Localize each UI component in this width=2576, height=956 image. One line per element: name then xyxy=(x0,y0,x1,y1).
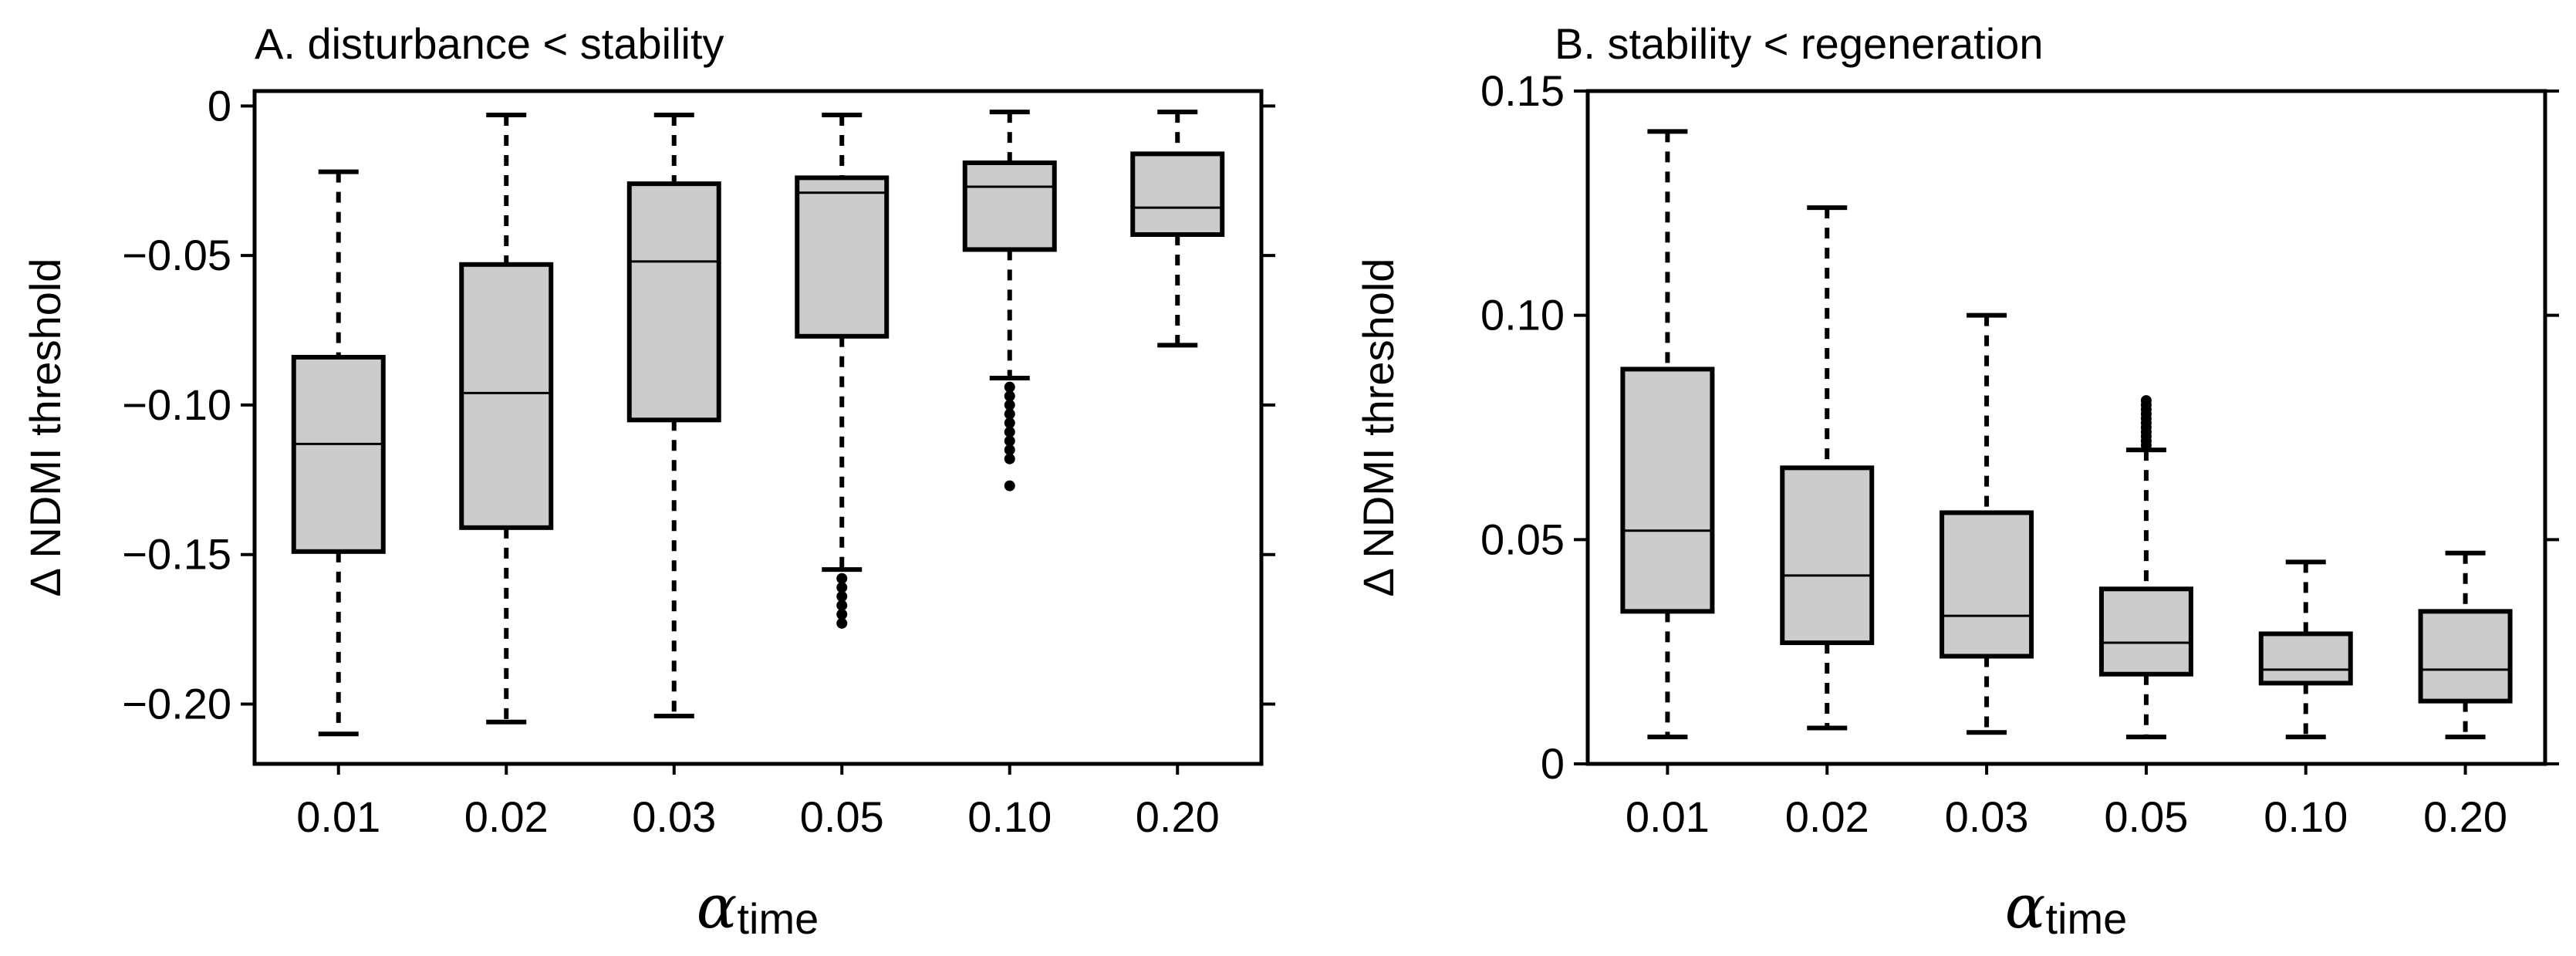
y-axis-label: Δ NDMI threshold xyxy=(1354,258,1403,597)
outlier-point xyxy=(836,617,848,629)
outlier-point xyxy=(2140,395,2152,407)
y-tick-label: −0.05 xyxy=(122,231,231,279)
box-iqr xyxy=(1130,151,1225,238)
box-0.05 xyxy=(2098,395,2193,740)
outlier-point xyxy=(1004,426,1015,437)
x-tick-label: 0.10 xyxy=(967,792,1052,841)
y-tick-label: −0.15 xyxy=(122,530,231,579)
panel-title: A. disturbance < stability xyxy=(255,19,724,68)
box-0.02 xyxy=(1780,205,1875,731)
x-axis-label: αtime xyxy=(2005,873,2127,943)
box-iqr xyxy=(2098,586,2193,677)
box-iqr xyxy=(962,160,1057,252)
box-0.03 xyxy=(1940,312,2034,735)
outlier-point xyxy=(836,609,848,620)
box-0.10 xyxy=(962,110,1057,492)
outlier-point xyxy=(1004,480,1015,492)
outlier-point xyxy=(1004,381,1015,393)
box-0.20 xyxy=(2418,550,2513,740)
box-iqr xyxy=(1780,465,1875,646)
x-axis-label-symbol: α xyxy=(2005,873,2046,942)
outlier-point xyxy=(1004,390,1015,402)
x-tick-label: 0.05 xyxy=(800,792,884,841)
y-tick-label: 0.15 xyxy=(1480,66,1565,115)
box-iqr xyxy=(626,181,721,423)
x-tick-label: 0.20 xyxy=(2423,792,2507,841)
y-tick-label: −0.10 xyxy=(122,380,231,429)
box-0.03 xyxy=(626,113,721,718)
x-axis-label-subscript: time xyxy=(737,894,819,943)
box-iqr xyxy=(2258,631,2353,686)
x-tick-label: 0.01 xyxy=(296,792,380,841)
panel-title: B. stability < regeneration xyxy=(1555,19,2043,68)
box-0.05 xyxy=(795,113,890,629)
panel-b: B. stability < regeneration 0 0.05 0.10 0.15… xyxy=(1354,19,2559,943)
box-iqr xyxy=(1940,510,2034,659)
box-iqr xyxy=(2418,609,2513,704)
y-tick-label: 0.10 xyxy=(1480,291,1565,339)
x-tick-label: 0.02 xyxy=(1785,792,1869,841)
outlier-point xyxy=(836,600,848,611)
x-tick-label: 0.01 xyxy=(1626,792,1710,841)
x-tick-label: 0.03 xyxy=(632,792,716,841)
x-axis-label: αtime xyxy=(697,873,819,943)
y-tick-label: −0.20 xyxy=(122,679,231,728)
y-tick-label: 0.05 xyxy=(1480,515,1565,563)
box-0.01 xyxy=(291,169,386,737)
outlier-point xyxy=(1004,444,1015,456)
panel-a: A. disturbance < stability 0 −0.05 −0.10 −0.… xyxy=(21,19,1275,943)
x-axis-label-symbol: α xyxy=(697,873,738,942)
plot-frame xyxy=(1585,89,2547,766)
box-iqr xyxy=(1620,367,1715,614)
outlier-point xyxy=(1004,435,1015,447)
box-iqr xyxy=(459,262,554,530)
box-iqr xyxy=(291,354,386,554)
y-axis-label: Δ NDMI threshold xyxy=(21,258,69,597)
box-0.10 xyxy=(2258,559,2353,740)
x-tick-label: 0.03 xyxy=(1945,792,2029,841)
x-tick-label: 0.20 xyxy=(1136,792,1220,841)
x-tick-label: 0.05 xyxy=(2104,792,2188,841)
outlier-point xyxy=(1004,453,1015,464)
x-tick-label: 0.02 xyxy=(464,792,549,841)
box-0.01 xyxy=(1620,129,1715,740)
y-tick-label: 0 xyxy=(1541,739,1565,788)
outlier-point xyxy=(1004,399,1015,410)
x-tick-label: 0.10 xyxy=(2264,792,2348,841)
y-tick-label: 0 xyxy=(208,81,231,130)
box-0.02 xyxy=(459,113,554,725)
x-axis-label-subscript: time xyxy=(2045,894,2127,943)
box-0.20 xyxy=(1130,110,1225,348)
plot-frame xyxy=(252,89,1264,766)
outlier-point xyxy=(836,573,848,584)
box-iqr xyxy=(795,175,890,339)
outlier-point xyxy=(836,582,848,593)
outlier-point xyxy=(836,590,848,602)
outlier-point xyxy=(1004,417,1015,429)
outlier-point xyxy=(1004,408,1015,420)
